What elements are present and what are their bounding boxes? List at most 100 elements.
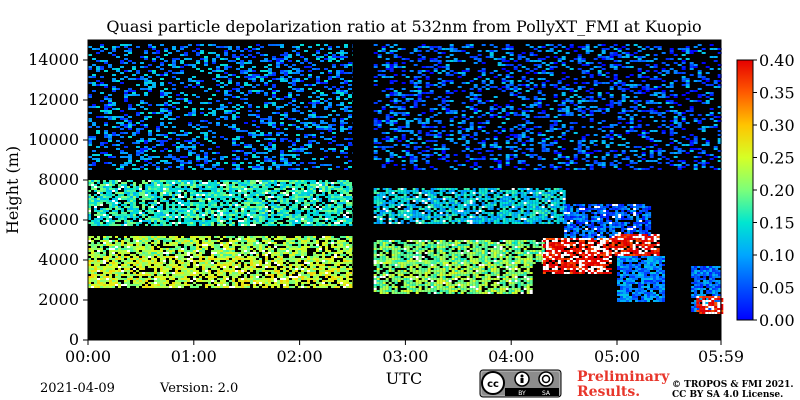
heatmap-cell	[461, 60, 466, 62]
heatmap-cell	[537, 78, 542, 80]
heatmap-cell	[180, 66, 184, 68]
heatmap-cell	[713, 146, 718, 148]
heatmap-cell	[481, 44, 486, 46]
heatmap-cell	[677, 58, 682, 60]
heatmap-cell	[88, 222, 91, 224]
heatmap-cell	[260, 132, 264, 134]
heatmap-cell	[212, 70, 216, 72]
heatmap-cell	[637, 76, 642, 78]
heatmap-cell	[441, 98, 446, 100]
heatmap-cell	[400, 190, 404, 192]
heatmap-cell	[637, 70, 642, 72]
heatmap-cell	[625, 66, 630, 68]
heatmap-cell	[142, 214, 145, 216]
heatmap-cell	[176, 94, 180, 96]
heatmap-cell	[449, 124, 454, 126]
heatmap-cell	[593, 150, 598, 152]
heatmap-cell	[569, 140, 574, 142]
heatmap-cell	[389, 124, 394, 126]
heatmap-cell	[160, 82, 164, 84]
heatmap-cell	[244, 146, 248, 148]
heatmap-cell	[525, 80, 530, 82]
heatmap-cell	[561, 64, 566, 66]
heatmap-cell	[417, 54, 422, 56]
heatmap-cell	[139, 210, 142, 212]
heatmap-cell	[178, 212, 181, 214]
heatmap-cell	[238, 188, 241, 190]
heatmap-cell	[328, 130, 332, 132]
heatmap-cell	[220, 222, 223, 224]
heatmap-cell	[388, 216, 392, 218]
heatmap-cell	[340, 180, 343, 182]
heatmap-cell	[124, 94, 128, 96]
heatmap-cell	[397, 212, 401, 214]
heatmap-cell	[331, 212, 334, 214]
heatmap-cell	[180, 92, 184, 94]
heatmap-cell	[292, 154, 296, 156]
heatmap-cell	[517, 70, 522, 72]
heatmap-cell	[316, 186, 319, 188]
heatmap-cell	[393, 138, 398, 140]
heatmap-cell	[445, 104, 450, 106]
heatmap-cell	[669, 90, 674, 92]
heatmap-cell	[272, 162, 276, 164]
heatmap-cell	[477, 110, 482, 112]
heatmap-cell	[268, 160, 272, 162]
heatmap-cell	[152, 138, 156, 140]
heatmap-cell	[208, 122, 212, 124]
heatmap-cell	[537, 58, 542, 60]
heatmap-cell	[409, 82, 414, 84]
heatmap-cell	[277, 184, 280, 186]
heatmap-cell	[348, 94, 352, 96]
heatmap-cell	[244, 202, 247, 204]
heatmap-cell	[533, 48, 538, 50]
heatmap-cell	[310, 196, 313, 198]
heatmap-cell	[298, 184, 301, 186]
heatmap-cell	[397, 156, 402, 158]
heatmap-cell	[312, 92, 316, 94]
heatmap-cell	[401, 94, 406, 96]
heatmap-cell	[196, 180, 199, 182]
heatmap-cell	[166, 218, 169, 220]
heatmap-cell	[187, 214, 190, 216]
heatmap-cell	[376, 204, 380, 206]
heatmap-cell	[292, 150, 296, 152]
heatmap-cell	[296, 52, 300, 54]
heatmap-cell	[324, 94, 328, 96]
heatmap-cell	[196, 80, 200, 82]
heatmap-cell	[529, 54, 534, 56]
heatmap-cell	[256, 52, 260, 54]
heatmap-cell	[116, 56, 120, 58]
heatmap-cell	[120, 156, 124, 158]
heatmap-cell	[274, 182, 277, 184]
heatmap-cell	[97, 182, 100, 184]
heatmap-cell	[217, 196, 220, 198]
heatmap-cell	[501, 78, 506, 80]
heatmap-cell	[112, 200, 115, 202]
heatmap-cell	[477, 148, 482, 150]
heatmap-cell	[202, 222, 205, 224]
heatmap-cell	[277, 204, 280, 206]
heatmap-cell	[120, 152, 124, 154]
heatmap-cell	[144, 118, 148, 120]
heatmap-cell	[653, 150, 658, 152]
heatmap-cell	[295, 198, 298, 200]
heatmap-cell	[97, 224, 100, 226]
heatmap-cell	[401, 156, 406, 158]
heatmap-cell	[343, 192, 346, 194]
heatmap-cell	[240, 70, 244, 72]
heatmap-cell	[415, 188, 419, 190]
heatmap-cell	[473, 132, 478, 134]
heatmap-cell	[204, 134, 208, 136]
heatmap-cell	[276, 132, 280, 134]
heatmap-cell	[509, 80, 514, 82]
heatmap-cell	[381, 148, 386, 150]
heatmap-cell	[525, 164, 530, 166]
heatmap-cell	[307, 210, 310, 212]
heatmap-cell	[310, 186, 313, 188]
heatmap-cell	[208, 112, 212, 114]
heatmap-cell	[190, 212, 193, 214]
heatmap-cell	[497, 116, 502, 118]
heatmap-cell	[247, 216, 250, 218]
heatmap-cell	[621, 126, 626, 128]
